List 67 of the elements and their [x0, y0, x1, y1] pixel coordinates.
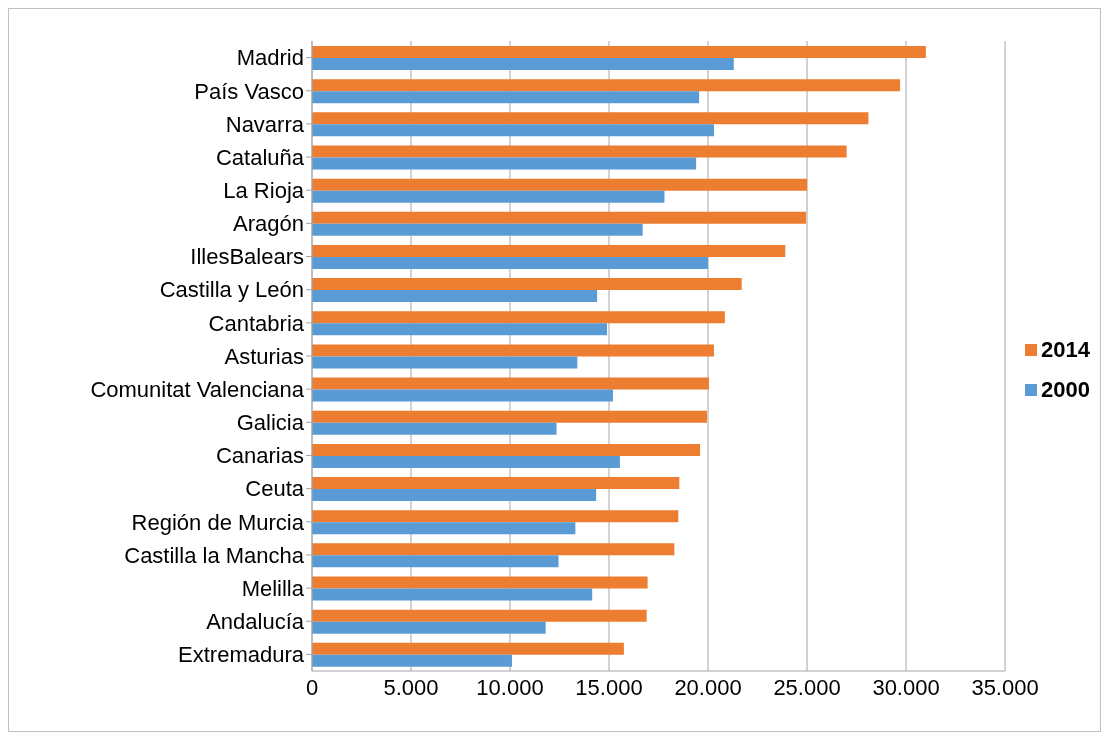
- bar: [312, 211, 807, 224]
- bar: [312, 58, 734, 70]
- bar: [312, 543, 675, 556]
- bar: [312, 389, 613, 402]
- x-tick-label: 10.000: [476, 674, 544, 700]
- bar: [312, 489, 597, 502]
- y-tick-label: Madrid: [236, 45, 304, 71]
- bar: [312, 79, 901, 92]
- x-tick-label: 30.000: [872, 674, 940, 700]
- bar: [312, 157, 697, 170]
- bar: [312, 190, 665, 203]
- bar: [312, 522, 576, 535]
- bar: [312, 112, 869, 125]
- y-tick-label: Navarra: [225, 111, 305, 137]
- bar: [312, 576, 648, 589]
- bar: [312, 477, 680, 490]
- y-tick-label: Castilla y León: [159, 277, 304, 303]
- x-tick-label: 25.000: [773, 674, 841, 700]
- bar: [312, 46, 926, 58]
- bar: [312, 410, 708, 423]
- y-tick-label: IllesBalears: [190, 244, 304, 270]
- x-tick-label: 15.000: [575, 674, 643, 700]
- legend-label: 2014: [1041, 337, 1090, 363]
- x-tick-label: 5.000: [383, 674, 439, 700]
- bar: [312, 555, 559, 568]
- legend-label: 2000: [1041, 377, 1090, 403]
- y-tick-label: Canarias: [215, 443, 304, 469]
- bar: [312, 621, 546, 634]
- bar: [312, 443, 701, 456]
- x-tick-label: 35.000: [971, 674, 1039, 700]
- bar: [312, 256, 709, 269]
- y-tick-label: Galicia: [236, 410, 305, 436]
- y-tick-label: Aragón: [233, 211, 304, 237]
- bar: [312, 223, 643, 236]
- bar: [312, 422, 557, 435]
- bar: [312, 323, 608, 336]
- y-tick-label: Castilla la Mancha: [124, 542, 305, 568]
- y-tick-label: La Rioja: [223, 178, 305, 204]
- bar: [312, 178, 808, 191]
- bar: [312, 145, 847, 158]
- y-tick-label: Comunitat Valenciana: [90, 376, 305, 402]
- bar: [312, 356, 578, 369]
- bar: [312, 609, 647, 622]
- bar: [312, 588, 593, 601]
- bar: [312, 642, 624, 655]
- y-tick-label: Ceuta: [245, 476, 305, 502]
- bar: [312, 124, 714, 137]
- bar: [312, 455, 620, 468]
- y-tick-label: Andalucía: [206, 609, 305, 635]
- bar: [312, 344, 714, 357]
- y-tick-label: Asturias: [224, 343, 304, 369]
- bar: [312, 244, 786, 257]
- bar: [312, 311, 725, 324]
- bar: [312, 654, 512, 667]
- y-tick-label: Melilla: [241, 575, 305, 601]
- y-tick-label: Extremadura: [178, 642, 305, 668]
- bar: [312, 278, 742, 291]
- y-tick-label: Cataluña: [215, 144, 305, 170]
- y-tick-label: Región de Murcia: [131, 509, 305, 535]
- bar: [312, 290, 598, 303]
- bar: [312, 510, 679, 523]
- x-tick-label: 20.000: [674, 674, 742, 700]
- y-tick-label: Cantabria: [208, 310, 305, 336]
- bar: [312, 91, 700, 104]
- bar: [312, 377, 710, 390]
- x-tick-label: 0: [305, 674, 319, 700]
- y-tick-label: País Vasco: [194, 78, 304, 104]
